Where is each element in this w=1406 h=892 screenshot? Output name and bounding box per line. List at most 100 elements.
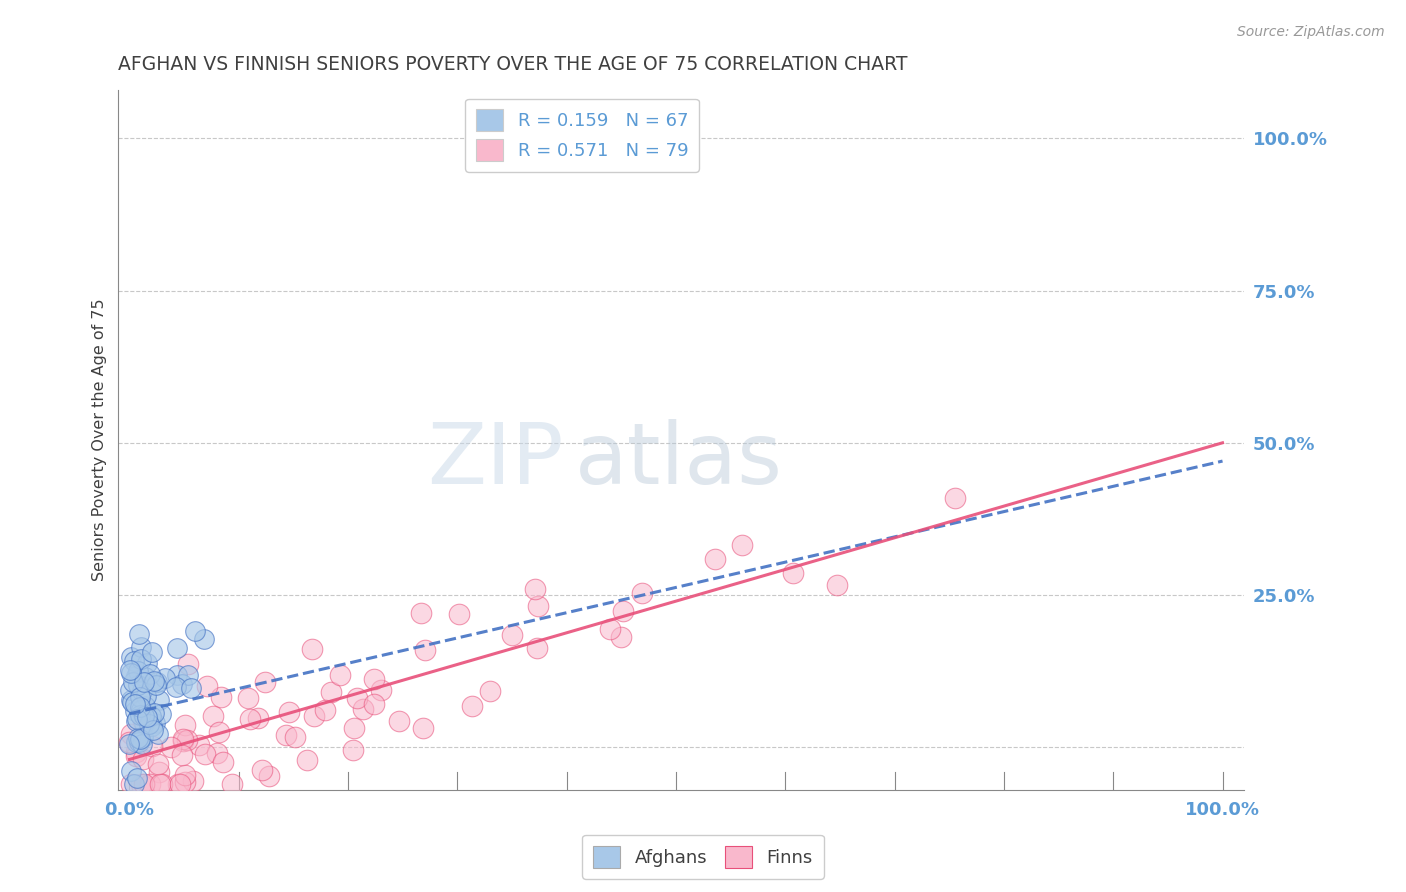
Point [501, 628, 523, 642]
Point [209, 690, 232, 704]
Point [131, 751, 153, 765]
Point [180, 681, 202, 696]
Point [610, 630, 633, 644]
Point [134, 715, 156, 730]
Point [166, 777, 188, 791]
Point [363, 672, 385, 686]
Point [412, 721, 434, 735]
Legend: R = 0.159   N = 67, R = 0.571   N = 79: R = 0.159 N = 67, R = 0.571 N = 79 [465, 99, 699, 171]
Point [413, 643, 436, 657]
Point [238, 690, 260, 705]
Point [139, 709, 162, 723]
Y-axis label: Seniors Poverty Over the Age of 75: Seniors Poverty Over the Age of 75 [93, 299, 107, 581]
Point [731, 538, 754, 552]
Point [120, 764, 142, 778]
Point [181, 774, 204, 789]
Point [125, 748, 148, 763]
Point [120, 727, 142, 741]
Point [704, 552, 727, 566]
Point [129, 640, 152, 654]
Point [612, 604, 634, 618]
Text: atlas: atlas [575, 419, 783, 502]
Point [143, 715, 166, 730]
Point [128, 627, 150, 641]
Point [782, 566, 804, 580]
Point [129, 699, 152, 714]
Point [250, 763, 273, 777]
Point [121, 695, 143, 709]
Point [342, 743, 364, 757]
Point [346, 691, 368, 706]
Point [247, 711, 270, 725]
Point [172, 733, 194, 747]
Point [297, 753, 319, 767]
Point [202, 709, 225, 723]
Point [134, 699, 156, 714]
Point [129, 708, 152, 723]
Point [120, 777, 142, 791]
Point [136, 656, 159, 670]
Point [176, 657, 198, 671]
Point [169, 777, 191, 791]
Point [139, 667, 162, 681]
Point [166, 641, 188, 656]
Point [526, 640, 548, 655]
Point [124, 704, 146, 718]
Point [173, 775, 195, 789]
Point [194, 747, 217, 762]
Point [127, 665, 149, 679]
Point [124, 734, 146, 748]
Point [129, 652, 152, 666]
Point [148, 756, 170, 771]
Point [122, 777, 145, 791]
Point [131, 684, 153, 698]
Point [193, 632, 215, 646]
Point [301, 641, 323, 656]
Point [527, 599, 550, 613]
Point [314, 703, 336, 717]
Point [150, 777, 173, 791]
Point [352, 701, 374, 715]
Point [129, 777, 152, 791]
Point [172, 748, 194, 763]
Point [278, 705, 301, 719]
Point [120, 650, 142, 665]
Point [125, 772, 148, 786]
Point [145, 675, 167, 690]
Point [259, 769, 281, 783]
Point [131, 703, 153, 717]
Point [122, 675, 145, 690]
Point [329, 668, 352, 682]
Point [125, 714, 148, 728]
Point [131, 707, 153, 722]
Point [122, 654, 145, 668]
Point [165, 680, 187, 694]
Point [127, 678, 149, 692]
Point [274, 728, 297, 742]
Point [120, 663, 142, 677]
Point [149, 777, 172, 791]
Point [132, 708, 155, 723]
Point [523, 582, 546, 596]
Point [141, 739, 163, 753]
Point [134, 777, 156, 791]
Point [460, 698, 482, 713]
Point [184, 624, 207, 639]
Point [173, 767, 195, 781]
Point [153, 671, 176, 685]
Point [128, 731, 150, 746]
Point [120, 666, 142, 681]
Point [135, 689, 157, 703]
Point [284, 731, 307, 745]
Point [118, 683, 141, 698]
Text: ZIP: ZIP [426, 419, 564, 502]
Point [136, 709, 159, 723]
Point [321, 685, 343, 699]
Point [208, 725, 231, 739]
Point [176, 733, 198, 747]
Point [131, 738, 153, 752]
Point [478, 684, 501, 698]
Point [132, 674, 155, 689]
Point [148, 693, 170, 707]
Point [125, 668, 148, 682]
